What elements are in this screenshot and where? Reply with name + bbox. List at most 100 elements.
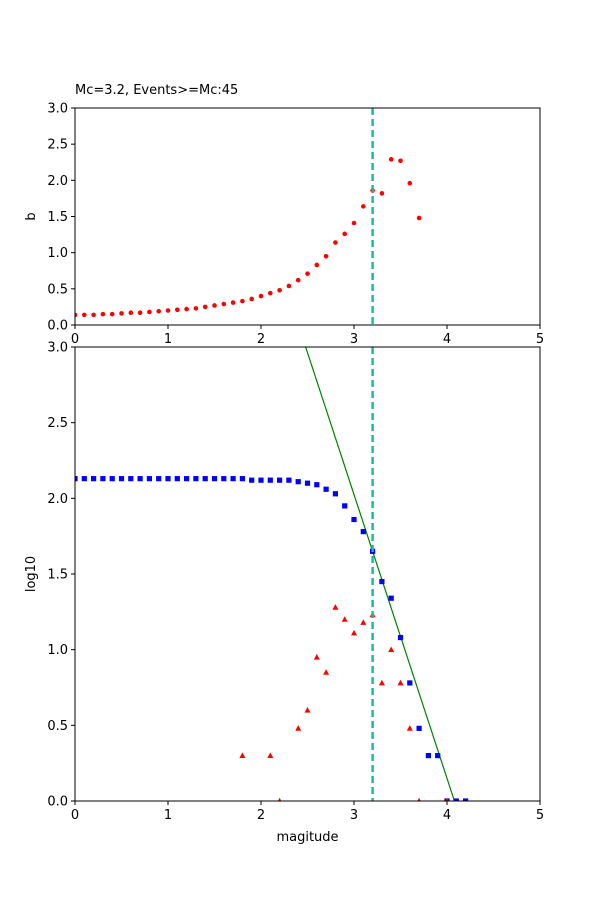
- x-tick-label: 1: [164, 808, 172, 823]
- cumulative-count-point: [258, 477, 264, 483]
- b-value-point: [119, 311, 124, 316]
- b-value-point: [128, 310, 134, 316]
- cumulative-count-point: [351, 516, 357, 523]
- x-tick-label: 5: [536, 808, 544, 823]
- cumulative-count-point: [100, 476, 106, 482]
- b-value-point: [416, 215, 422, 221]
- cumulative-count-point: [286, 477, 292, 483]
- b-value-point: [100, 311, 106, 317]
- b-value-point: [295, 277, 301, 283]
- b-value-point: [277, 287, 282, 293]
- axes-frame: [74, 346, 541, 802]
- y-tick-label: 2.5: [47, 416, 68, 431]
- cumulative-count-point: [332, 491, 338, 497]
- cumulative-count-point: [314, 482, 320, 488]
- b-value-point: [137, 310, 143, 316]
- b-value-point: [156, 308, 161, 314]
- x-tick-label: 1: [164, 332, 172, 347]
- b-value-point: [109, 311, 115, 317]
- magnitude-frequency-panel: magitude log10 0 1 2 3 4 5 0.0 0.5 1.0 1.5 2.0 2.5 3…: [24, 341, 544, 846]
- noncumulative-count-point: [341, 616, 348, 622]
- noncumulative-count-point: [295, 725, 302, 731]
- b-value-point: [91, 312, 96, 318]
- noncumulative-count-point: [406, 725, 413, 731]
- noncumulative-count-point: [304, 707, 311, 713]
- cumulative-count-point: [388, 595, 394, 601]
- cumulative-count-point: [128, 476, 134, 482]
- b-value-point: [249, 296, 254, 302]
- cumulative-count-point: [156, 476, 162, 482]
- x-tick-label: 4: [443, 808, 451, 823]
- b-value-point: [82, 312, 87, 318]
- b-value-point: [240, 298, 245, 304]
- noncumulative-count-point: [445, 797, 449, 801]
- cumulative-count-point: [174, 476, 180, 482]
- cumulative-count-point: [342, 503, 348, 509]
- b-value-point: [75, 312, 78, 318]
- cumulative-count-point: [202, 476, 208, 482]
- y-tick-label: 1.0: [47, 643, 68, 658]
- cumulative-count-point: [360, 529, 366, 535]
- x-tick-label: 0: [71, 332, 79, 347]
- data-layer: [75, 347, 469, 801]
- cumulative-count-point: [277, 477, 283, 483]
- b-value-point: [193, 306, 199, 311]
- cumulative-count-point: [295, 479, 301, 485]
- b-value-point: [398, 158, 403, 164]
- b-value-point: [230, 300, 236, 305]
- y-tick-label: 1.5: [47, 210, 68, 225]
- x-tick-label: 0: [71, 808, 79, 823]
- cumulative-count-point: [304, 480, 311, 486]
- b-value-point: [175, 307, 180, 313]
- noncumulative-count-point: [360, 619, 367, 625]
- cumulative-count-point: [109, 476, 115, 482]
- b-value-panel: Mc=3.2, Events>=Mc:45 b 0 1 2 3 4 5 0.0 0.5 1.0 1…: [24, 83, 544, 347]
- cumulative-count-point: [81, 476, 87, 482]
- b-value-point: [184, 306, 189, 312]
- y-tick-label: 1.0: [47, 246, 68, 261]
- y-tick-label: 2.0: [47, 174, 68, 189]
- noncumulative-count-point: [397, 679, 404, 686]
- bottom-plot-area: 0 1 2 3 4 5 0.0 0.5 1.0 1.5 2.0 2.5 3.0: [47, 341, 544, 824]
- y-tick-label: 0.5: [47, 282, 68, 297]
- cumulative-count-point: [193, 476, 199, 482]
- noncumulative-count-point: [239, 752, 246, 758]
- noncumulative-count-point: [267, 752, 274, 758]
- x-tick-label: 5: [536, 332, 544, 347]
- top-y-axis-label: b: [24, 212, 39, 220]
- y-tick-label: 0.0: [47, 795, 68, 810]
- b-value-point: [388, 157, 394, 162]
- data-layer: [75, 157, 422, 318]
- b-value-point: [202, 304, 208, 310]
- cumulative-count-point: [407, 680, 413, 686]
- y-tick-label: 2.0: [47, 492, 68, 507]
- y-tick-label: 3.0: [47, 102, 68, 117]
- x-tick-label: 2: [257, 808, 265, 823]
- cumulative-count-point: [249, 477, 255, 483]
- noncumulative-count-point: [323, 669, 330, 675]
- b-value-point: [221, 301, 227, 307]
- cumulative-count-point: [184, 476, 190, 482]
- noncumulative-count-point: [351, 629, 357, 636]
- cumulative-count-point: [91, 476, 97, 482]
- cumulative-count-point: [221, 476, 227, 482]
- top-plot-area: 0 1 2 3 4 5 0.0 0.5 1.0 1.5 2.0 2.5 3.0: [47, 102, 544, 348]
- b-value-point: [165, 308, 171, 313]
- cumulative-count-point: [267, 477, 273, 483]
- cumulative-count-point: [137, 476, 143, 482]
- bottom-y-axis-label: log10: [24, 556, 39, 592]
- x-tick-label: 3: [350, 808, 358, 823]
- gr-fit-line: [305, 347, 456, 801]
- cumulative-count-point: [379, 578, 385, 585]
- cumulative-count-point: [211, 476, 218, 482]
- y-tick-label: 2.5: [47, 138, 68, 153]
- y-tick-label: 0.5: [47, 719, 68, 734]
- x-tick-label: 4: [443, 332, 451, 347]
- b-value-point: [314, 262, 320, 268]
- noncumulative-count-point: [332, 604, 339, 610]
- axes-frame: [74, 107, 541, 326]
- b-value-point: [286, 283, 292, 289]
- cumulative-count-point: [416, 725, 422, 731]
- noncumulative-count-point: [277, 797, 282, 801]
